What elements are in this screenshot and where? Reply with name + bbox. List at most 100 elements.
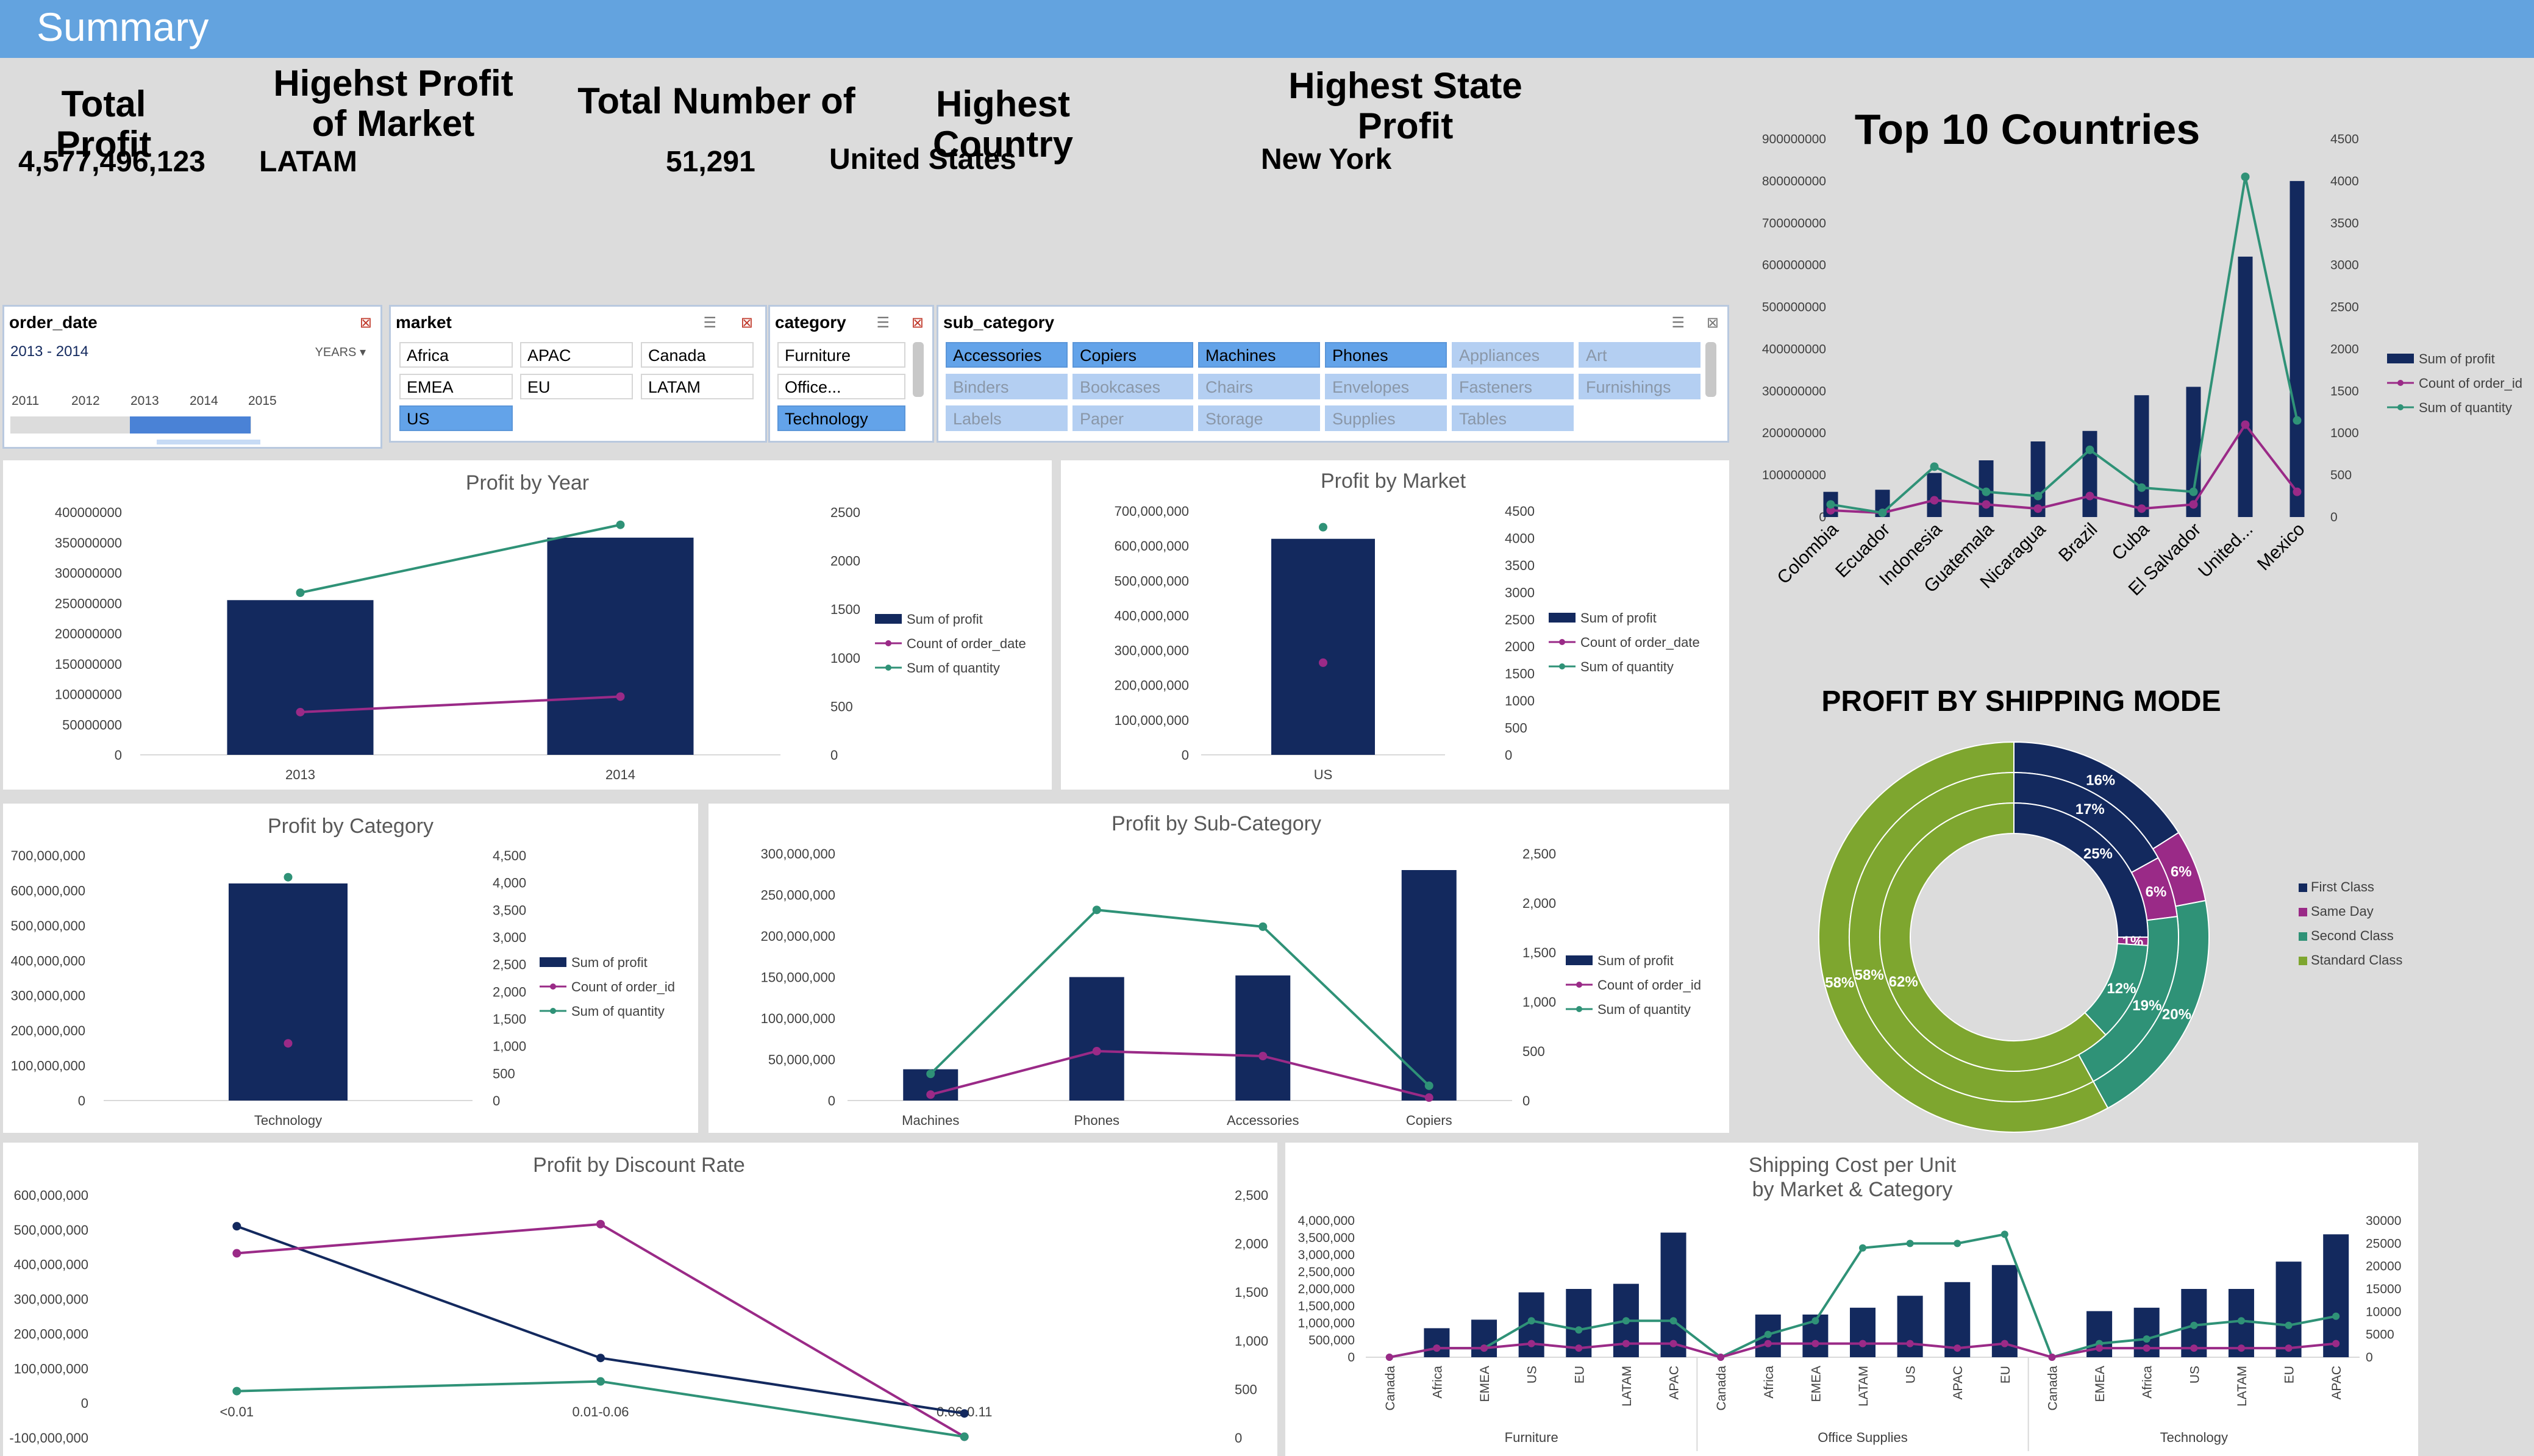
cost-bar	[1424, 1328, 1450, 1357]
sub-category-option[interactable]: Paper	[1072, 405, 1193, 431]
x-axis-label: LATAM	[1857, 1366, 1871, 1407]
series-marker	[1717, 1354, 1725, 1361]
sub-category-option[interactable]: Bookcases	[1072, 374, 1193, 399]
sub-category-option[interactable]: Art	[1579, 342, 1701, 368]
y2-axis-tick: 500	[2330, 468, 2352, 482]
clear-filter-icon[interactable]: ⊠	[359, 315, 372, 331]
y2-axis-tick: 2500	[2330, 301, 2359, 315]
legend-label: Count of order_date	[1580, 635, 1700, 650]
y-axis-tick: 200,000,000	[11, 1023, 85, 1038]
category-slicer[interactable]: category ☰ ⊠ Furniture Office... Technol…	[768, 305, 934, 443]
clear-filter-icon[interactable]: ⊠	[740, 315, 753, 331]
sub-category-option[interactable]: Binders	[946, 374, 1068, 399]
series-marker	[2096, 1344, 2104, 1352]
slicer-scrollbar[interactable]	[1705, 342, 1716, 397]
series-marker	[1906, 1240, 1914, 1247]
legend-swatch	[1566, 955, 1593, 965]
y-axis-tick: 600,000,000	[1115, 538, 1189, 554]
y-axis-tick: 500,000	[1308, 1333, 1355, 1347]
series-marker	[1092, 905, 1101, 915]
order-date-slicer[interactable]: order_date ⊠ 2013 - 2014 YEARS ▾ 2011 20…	[2, 305, 382, 449]
category-option[interactable]: Furniture	[777, 342, 905, 368]
series-marker	[2332, 1340, 2340, 1347]
timeline-year-2012[interactable]: 2012	[71, 394, 100, 408]
x-axis-label: LATAM	[1620, 1366, 1634, 1407]
sub-category-option[interactable]: Appliances	[1452, 342, 1574, 368]
sub-category-option[interactable]: Tables	[1452, 405, 1574, 431]
sub-category-option[interactable]: Storage	[1198, 405, 1320, 431]
market-option[interactable]: EMEA	[399, 374, 513, 399]
timeline-scrollbar[interactable]	[157, 440, 260, 444]
sub-category-option[interactable]: Fasteners	[1452, 374, 1574, 399]
series-marker	[2137, 504, 2146, 513]
chart-title: Profit by Year	[466, 471, 589, 494]
x-axis-label: EU	[1572, 1366, 1586, 1383]
slice-label: 58%	[1825, 974, 1854, 991]
market-option[interactable]: EU	[520, 374, 633, 399]
market-option[interactable]: LATAM	[641, 374, 754, 399]
market-slicer[interactable]: market ☰ ⊠ Africa APAC Canada EMEA EU LA…	[389, 305, 767, 443]
x-axis-label: Canada	[2046, 1366, 2060, 1411]
profit-bar	[1927, 473, 1942, 517]
y-axis-tick: 300,000,000	[761, 846, 835, 862]
clear-filter-icon[interactable]: ⊠	[911, 315, 924, 331]
sub-category-option-selected[interactable]: Accessories	[946, 342, 1068, 368]
timeline-level-dropdown[interactable]: YEARS ▾	[315, 346, 366, 359]
y-axis-tick: -100,000,000	[9, 1430, 88, 1446]
multi-select-icon[interactable]: ☰	[703, 315, 716, 331]
market-option[interactable]: Africa	[399, 342, 513, 368]
market-kpi-value: LATAM	[259, 146, 357, 178]
y-axis-tick: 400000000	[55, 505, 122, 520]
date-range-label: 2013 - 2014	[10, 343, 89, 360]
timeline-year-2013[interactable]: 2013	[130, 394, 159, 408]
series-marker	[296, 588, 305, 598]
sub-category-option[interactable]: Supplies	[1325, 405, 1447, 431]
y-axis-tick: 300,000,000	[14, 1292, 88, 1307]
y-axis-tick: 200,000,000	[14, 1326, 88, 1341]
y2-axis-tick: 500	[830, 699, 853, 714]
y2-axis-tick: 4,500	[493, 848, 526, 863]
timeline-year-2011[interactable]: 2011	[12, 394, 40, 408]
timeline-selection-bar[interactable]	[130, 416, 251, 434]
profit-bar	[2238, 256, 2253, 517]
sub-category-option[interactable]: Furnishings	[1579, 374, 1701, 399]
legend-label: Count of order_id	[2419, 376, 2522, 391]
y-axis-tick: 400,000,000	[1115, 608, 1189, 623]
sub-category-option[interactable]: Labels	[946, 405, 1068, 431]
profit-bar	[1271, 538, 1375, 755]
legend-marker	[550, 983, 556, 990]
y2-axis-tick: 1,500	[1235, 1285, 1268, 1300]
y2-axis-tick: 2000	[1505, 639, 1535, 654]
y-axis-tick: 300000000	[55, 566, 122, 581]
sub-category-option-selected[interactable]: Copiers	[1072, 342, 1193, 368]
slicer-scrollbar[interactable]	[913, 342, 924, 397]
clear-filter-icon[interactable]: ⊠	[1706, 315, 1719, 331]
multi-select-icon[interactable]: ☰	[876, 315, 890, 331]
timeline-year-2015[interactable]: 2015	[248, 394, 277, 408]
y2-axis-tick: 500	[493, 1066, 515, 1081]
multi-select-icon[interactable]: ☰	[1671, 315, 1685, 331]
timeline-year-2014[interactable]: 2014	[190, 394, 218, 408]
sub-category-option-selected[interactable]: Phones	[1325, 342, 1447, 368]
category-option-selected[interactable]: Technology	[777, 405, 905, 431]
sub-category-option[interactable]: Envelopes	[1325, 374, 1447, 399]
y2-axis-tick: 0	[2330, 510, 2338, 524]
chart-subtitle: by Market & Category	[1752, 1178, 1953, 1201]
market-option[interactable]: Canada	[641, 342, 754, 368]
sub-category-slicer[interactable]: sub_category ☰ ⊠ Accessories Copiers Mac…	[937, 305, 1729, 443]
category-option[interactable]: Office...	[777, 374, 905, 399]
market-option-selected[interactable]: US	[399, 405, 513, 431]
y-axis-tick: 700000000	[1762, 216, 1826, 230]
sub-category-option-selected[interactable]: Machines	[1198, 342, 1320, 368]
series-marker	[596, 1219, 605, 1229]
series-line	[1830, 176, 2299, 515]
chart-title: Profit by Discount Rate	[533, 1154, 745, 1177]
market-option[interactable]: APAC	[520, 342, 633, 368]
x-axis-label: United...	[2194, 519, 2257, 582]
legend-swatch	[2299, 883, 2307, 892]
sub-category-option[interactable]: Chairs	[1198, 374, 1320, 399]
legend-label: Sum of quantity	[907, 660, 1000, 676]
y2-axis-tick: 2500	[830, 505, 860, 520]
series-line	[300, 523, 621, 594]
legend-marker	[885, 665, 891, 671]
